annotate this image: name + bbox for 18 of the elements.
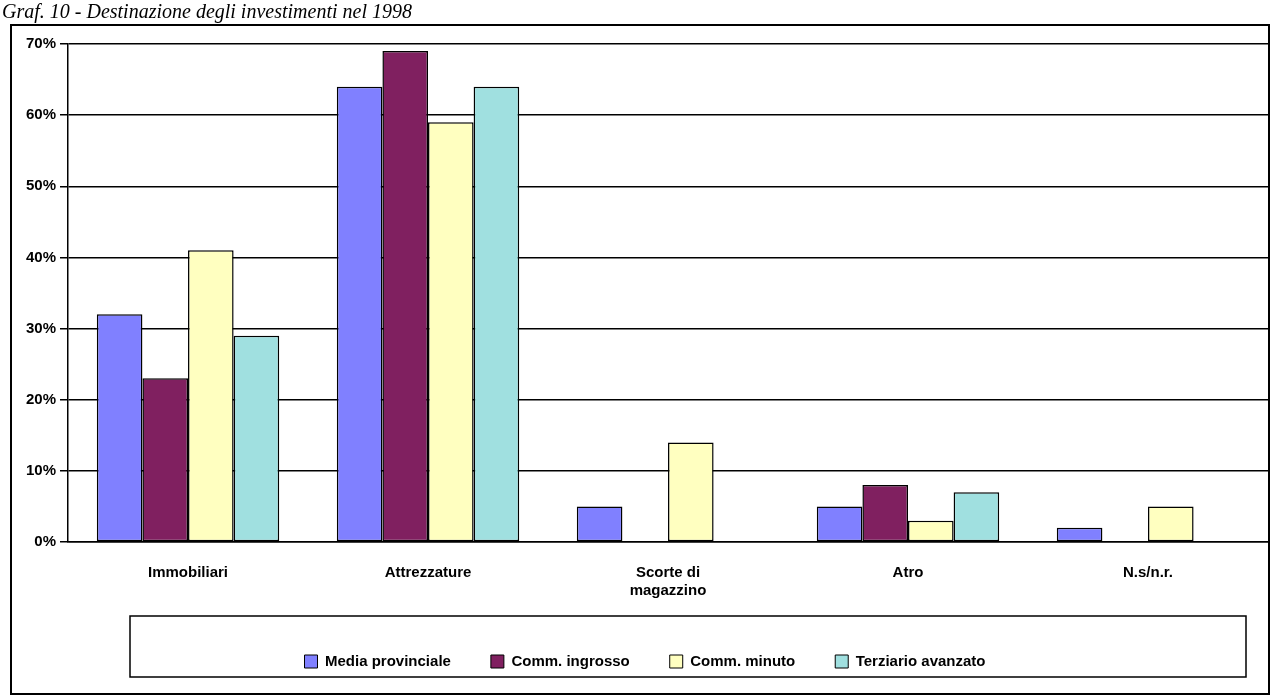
- y-tick-label: 50%: [25, 176, 57, 194]
- legend-label: Comm. minuto: [690, 651, 796, 669]
- legend-label: Comm. ingrosso: [511, 651, 630, 669]
- legend-label: Media provinciale: [325, 651, 451, 669]
- x-tick-label: Immobiliari: [148, 563, 229, 581]
- chart-title: Graf. 10 - Destinazione degli investimenti nel 1998: [2, 0, 412, 24]
- y-tick-label: 30%: [25, 318, 57, 336]
- x-tick-label: Atro: [892, 563, 924, 581]
- y-tick-label: 0%: [34, 532, 57, 550]
- x-tick-label: N.s/n.r.: [1122, 563, 1174, 581]
- x-tick-label: Attrezzature: [384, 563, 472, 581]
- legend-label: Terziario avanzato: [855, 651, 986, 669]
- y-tick-label: 20%: [25, 389, 57, 407]
- x-tick-label: Scorte di magazzino: [629, 563, 707, 599]
- y-tick-label: 10%: [25, 461, 57, 478]
- y-tick-label: 70%: [25, 34, 57, 52]
- y-tick-label: 40%: [25, 247, 57, 265]
- y-tick-label: 60%: [25, 105, 57, 123]
